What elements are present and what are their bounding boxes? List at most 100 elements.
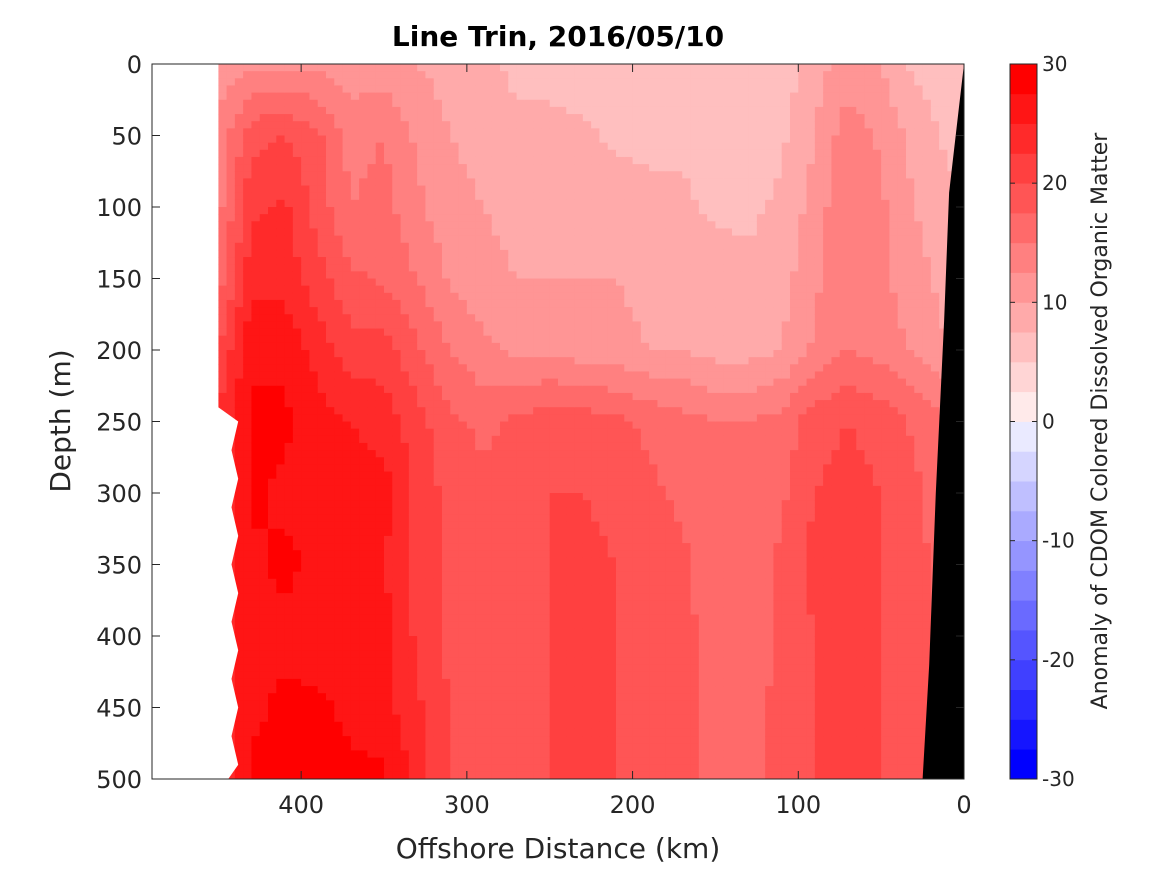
contour-cell [375, 199, 385, 208]
contour-cell [234, 686, 244, 694]
contour-cell [259, 750, 269, 759]
contour-cell [292, 514, 302, 523]
contour-cell [607, 764, 617, 773]
contour-cell [433, 528, 443, 537]
contour-cell [541, 271, 551, 280]
contour-cell [582, 71, 592, 79]
contour-cell [276, 585, 286, 594]
contour-cell [483, 350, 493, 358]
contour-cell [292, 471, 302, 480]
contour-cell [359, 686, 369, 694]
contour-cell [508, 307, 518, 315]
contour-cell [259, 671, 269, 680]
contour-cell [259, 650, 269, 659]
contour-cell [309, 364, 319, 373]
contour-cell [599, 214, 609, 222]
contour-cell [524, 736, 534, 744]
contour-cell [243, 92, 253, 101]
contour-cell [549, 442, 559, 451]
contour-cell [268, 671, 277, 680]
contour-cell [549, 736, 559, 744]
contour-cell [259, 106, 269, 115]
contour-cell [549, 121, 559, 129]
contour-cell [309, 485, 319, 494]
contour-cell [334, 371, 344, 380]
contour-cell [466, 550, 476, 558]
contour-cell [549, 664, 559, 673]
contour-cell [574, 550, 584, 558]
contour-cell [508, 557, 518, 566]
contour-cell [475, 85, 485, 94]
contour-cell [483, 728, 493, 737]
contour-cell [334, 707, 344, 716]
contour-cell [392, 643, 402, 651]
contour-cell [326, 485, 335, 494]
contour-cell [566, 686, 576, 694]
contour-cell [607, 478, 617, 487]
contour-cell [367, 364, 377, 373]
contour-cell [284, 71, 294, 79]
contour-cell [218, 328, 228, 337]
contour-cell [541, 171, 551, 179]
contour-cell [384, 242, 393, 251]
contour-cell [367, 471, 377, 480]
contour-cell [334, 478, 344, 487]
contour-cell [533, 85, 543, 94]
contour-cell [566, 600, 576, 608]
contour-cell [359, 71, 369, 79]
contour-cell [599, 378, 609, 387]
contour-cell [334, 414, 344, 423]
contour-cell [624, 507, 634, 516]
contour-cell [549, 471, 559, 480]
contour-cell [466, 428, 476, 437]
contour-cell [276, 407, 286, 415]
contour-cell [442, 114, 451, 122]
contour-cell [574, 342, 584, 351]
contour-cell [342, 450, 352, 458]
contour-cell [549, 550, 559, 558]
contour-cell [359, 99, 369, 108]
contour-cell [591, 736, 601, 744]
contour-cell [533, 99, 543, 108]
contour-cell [384, 607, 393, 616]
contour-cell [616, 478, 625, 487]
contour-cell [334, 764, 344, 773]
contour-cell [234, 585, 244, 594]
contour-cell [516, 328, 526, 337]
contour-cell [408, 142, 418, 151]
contour-cell [483, 457, 493, 465]
contour-cell [574, 628, 584, 637]
contour-cell [591, 693, 601, 701]
contour-cell [392, 292, 402, 301]
contour-cell [326, 171, 335, 179]
contour-cell [425, 135, 435, 144]
contour-cell [326, 64, 335, 72]
contour-cell [251, 678, 261, 687]
contour-cell [234, 693, 244, 701]
contour-cell [541, 421, 551, 430]
contour-cell [549, 207, 559, 215]
contour-cell [251, 714, 261, 723]
contour-cell [408, 385, 418, 394]
contour-cell [433, 421, 443, 430]
contour-cell [417, 185, 427, 194]
contour-cell [624, 543, 634, 551]
contour-cell [367, 521, 377, 530]
contour-cell [384, 643, 393, 651]
contour-cell [582, 736, 592, 744]
contour-cell [458, 721, 468, 730]
contour-cell [483, 285, 493, 294]
contour-cell [574, 693, 584, 701]
contour-cell [234, 521, 244, 530]
contour-cell [433, 457, 443, 465]
contour-cell [384, 521, 393, 530]
contour-cell [408, 242, 418, 251]
contour-cell [350, 485, 360, 494]
contour-cell [226, 314, 236, 322]
contour-cell [276, 185, 286, 194]
contour-cell [466, 357, 476, 365]
contour-cell [591, 450, 601, 458]
contour-cell [400, 757, 410, 766]
contour-cell [359, 85, 369, 94]
contour-cell [483, 700, 493, 709]
